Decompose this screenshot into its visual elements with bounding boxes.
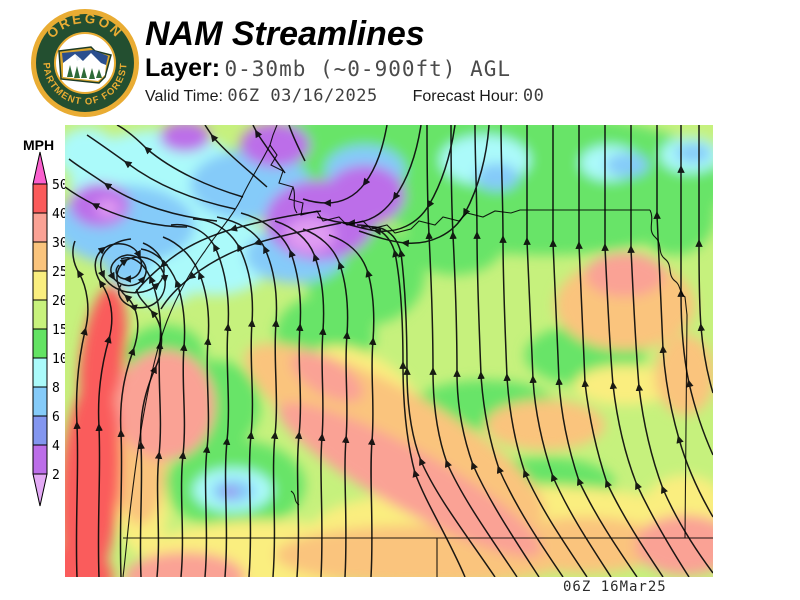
map-timestamp: 06Z 16Mar25 [563,579,667,595]
streamline-map [64,124,714,578]
state-borders [122,124,713,578]
columbia-river-border [269,144,650,234]
odf-logo: OREGON DEPARTMENT OF FORESTRY [31,9,139,117]
svg-text:25: 25 [52,265,68,280]
valid-time-label: Valid Time: [145,88,223,105]
logo-state-emblem [58,46,112,84]
time-line: Valid Time: 06Z 03/16/2025 Forecast Hour… [145,86,544,106]
header: NAM Streamlines Layer: 0-30mb (~0-900ft)… [145,16,544,106]
svg-text:40: 40 [52,207,68,222]
svg-text:8: 8 [52,381,60,396]
snake-river-border [649,209,688,539]
wind-speed-legend: 50 40 30 25 20 15 10 8 6 4 2 [32,151,68,507]
wind-speed-field [65,125,713,577]
valid-time-value: 06Z 03/16/2025 [227,86,378,106]
svg-text:20: 20 [52,294,68,309]
layer-label: Layer: [145,54,221,82]
svg-text:4: 4 [52,439,60,454]
page-title: NAM Streamlines [145,15,425,53]
legend-title: MPH [23,137,55,153]
forecast-hour-value: 00 [522,86,545,106]
forecast-hour-label: Forecast Hour: [412,88,519,105]
streamlines [64,124,714,578]
svg-text:10: 10 [52,352,68,367]
svg-text:15: 15 [52,323,68,338]
layer-value: 0-30mb (~0-900ft) AGL [224,57,512,81]
svg-text:6: 6 [52,410,60,425]
layer-line: Layer: 0-30mb (~0-900ft) AGL [145,54,544,83]
coastline [122,124,278,578]
svg-text:50: 50 [52,178,68,193]
svg-text:2: 2 [52,468,60,483]
svg-text:30: 30 [52,236,68,251]
